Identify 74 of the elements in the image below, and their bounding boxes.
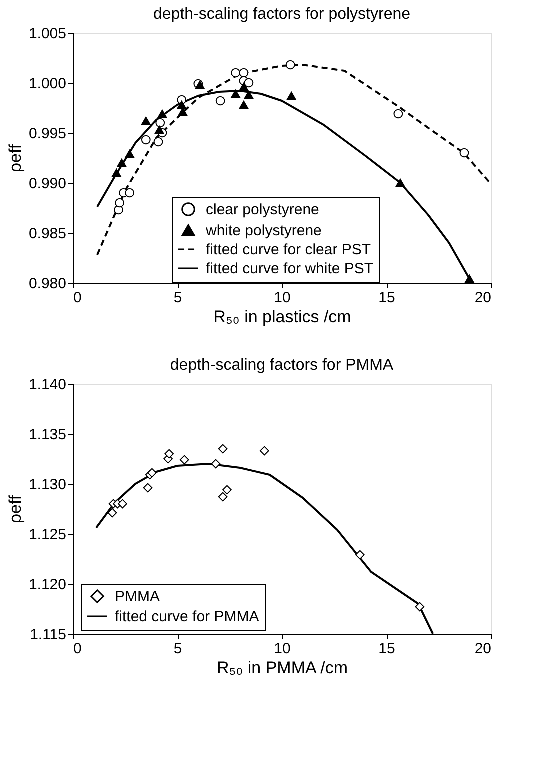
legend-label: fitted curve for PMMA (115, 608, 260, 626)
x-tick-label: 15 (378, 290, 396, 306)
point (178, 108, 188, 116)
point (396, 178, 406, 188)
x-tick-label: 20 (474, 290, 492, 306)
point (465, 274, 474, 284)
x-tick-label: 10 (274, 640, 291, 658)
point (260, 446, 270, 456)
point (125, 188, 135, 198)
x-tick-label: 5 (174, 290, 182, 306)
point (216, 96, 226, 106)
point (239, 82, 249, 92)
x-tick-label: 15 (378, 640, 396, 658)
y-tick-label: 0.980 (28, 276, 66, 292)
y-tick-label: 1.130 (28, 476, 66, 494)
point (355, 550, 365, 560)
y-tick-label: 1.000 (28, 76, 66, 92)
point (148, 468, 157, 478)
legend-label: clear polystyrene (206, 202, 320, 218)
y-tick-label: 0.985 (28, 226, 66, 242)
point (244, 90, 254, 100)
y-tick-label: 0.990 (28, 176, 66, 192)
x-tick-label: 10 (274, 290, 291, 306)
y-tick-label: 1.120 (28, 576, 66, 594)
x-tick-label: 0 (74, 640, 82, 658)
point (117, 158, 127, 168)
x-tick-label: 0 (74, 290, 82, 306)
point (218, 492, 228, 502)
point (286, 92, 296, 100)
point (460, 148, 470, 158)
point (231, 68, 240, 78)
legend-label: fitted curve for clear PST (206, 242, 372, 258)
point (415, 602, 425, 612)
chart-title: depth-scaling factors for PMMA (170, 357, 394, 374)
y-tick-label: 0.995 (28, 126, 66, 142)
x-tick-label: 20 (474, 640, 492, 658)
point (164, 449, 174, 459)
legend-label: fitted curve for white PST (206, 260, 374, 278)
point (239, 100, 249, 110)
point (231, 90, 240, 98)
point (118, 499, 128, 509)
y-tick-label: 1.115 (30, 626, 66, 644)
point (222, 485, 232, 495)
point (112, 168, 122, 178)
point (154, 126, 164, 134)
x-axis-title: R₅₀ in PMMA /cm (216, 658, 348, 678)
y-tick-label: 1.125 (28, 526, 66, 544)
y-tick-label: 1.135 (28, 426, 66, 444)
point (156, 118, 166, 128)
legend-label: PMMA (115, 588, 160, 606)
point (143, 483, 153, 493)
y-tick-label: 1.140 (28, 376, 66, 394)
point (211, 459, 221, 469)
point (286, 60, 296, 70)
y-axis-title: ρeff (6, 495, 25, 524)
point (177, 100, 187, 110)
point (180, 455, 190, 465)
point (115, 198, 124, 208)
point (218, 444, 228, 454)
x-tick-label: 5 (174, 640, 182, 658)
chart-title: depth-scaling factors for polystyrene (153, 6, 411, 23)
point (141, 116, 151, 126)
point (125, 150, 135, 158)
point (108, 508, 118, 518)
point (244, 78, 254, 88)
y-tick-label: 1.005 (28, 26, 66, 42)
point (158, 110, 168, 118)
point (394, 109, 404, 119)
legend-label: white polystyrene (205, 222, 322, 240)
point (141, 135, 151, 145)
point (154, 137, 164, 147)
point (239, 68, 249, 78)
x-axis-title: R₅₀ in plastics /cm (214, 308, 352, 326)
y-axis-title: ρeff (6, 144, 25, 173)
